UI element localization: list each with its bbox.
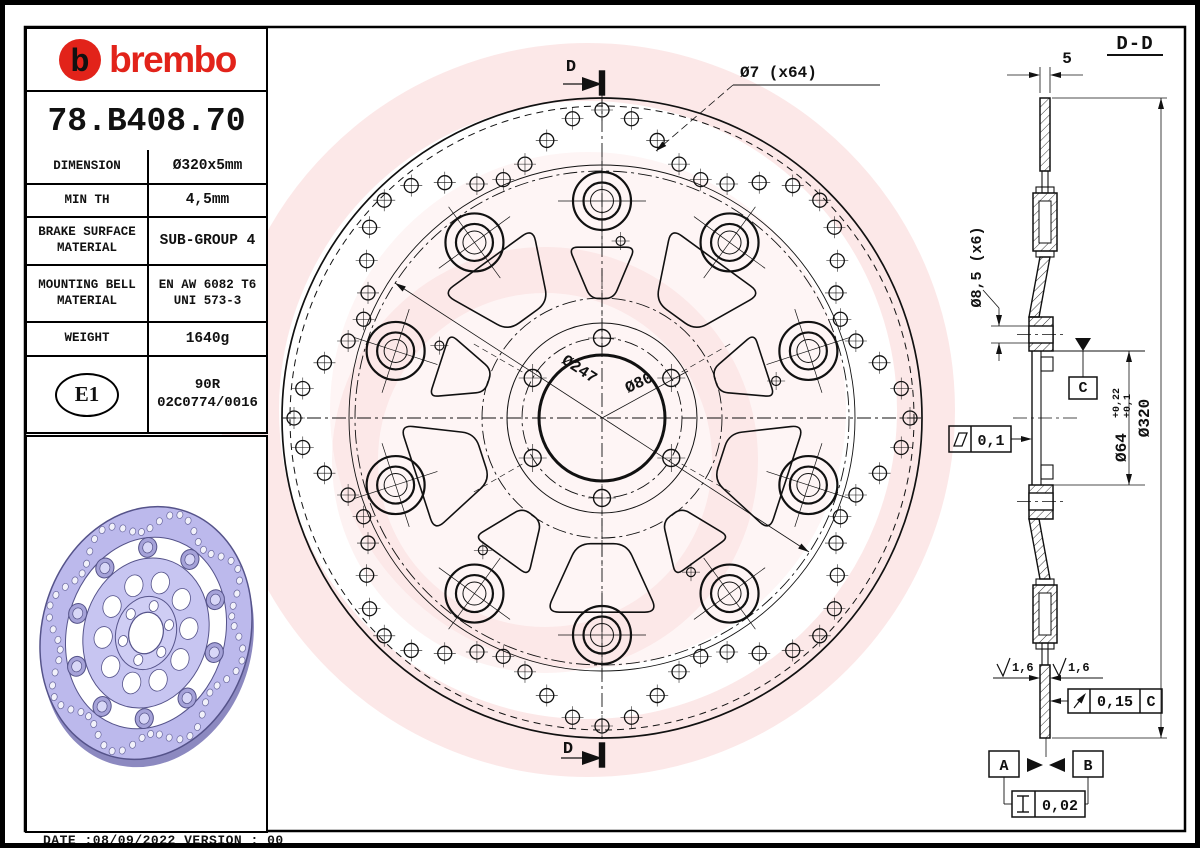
section-marker-d-bottom: D xyxy=(563,740,573,759)
spec-value: 4,5mm xyxy=(185,192,230,209)
dim-outer-label: Ø320 xyxy=(1136,399,1154,437)
spec-label: MIN TH xyxy=(64,192,110,207)
spec-value: Ø320x5mm xyxy=(172,158,243,175)
spec-row: BRAKE SURFACE MATERIAL SUB-GROUP 4 xyxy=(27,216,266,264)
flatness-value: 0,1 xyxy=(977,433,1004,450)
svg-text:b: b xyxy=(71,44,90,81)
dim-bore-label: Ø64 +0,22 +0,1 xyxy=(1112,388,1134,462)
spec-row: MOUNTING BELL MATERIAL EN AW 6082 T6 UNI 57… xyxy=(27,264,266,321)
dim-bell-holes-label: Ø8,5 (x6) xyxy=(969,226,986,307)
spec-row: WEIGHT 1640g xyxy=(27,321,266,355)
parallelism-value: 0,02 xyxy=(1042,798,1078,815)
svg-text:+0,1: +0,1 xyxy=(1123,394,1134,418)
e1-mark: E1 xyxy=(55,372,119,417)
runout-datum-ref: C xyxy=(1146,694,1155,711)
svg-text:+0,22: +0,22 xyxy=(1112,388,1123,418)
dim-thickness-label: 5 xyxy=(1062,50,1072,68)
brand-wordmark: brembo xyxy=(109,39,237,80)
spec-row: DIMENSION Ø320x5mm xyxy=(27,150,266,183)
section-marker-d-top: D xyxy=(566,58,576,77)
dim-holes-label: Ø7 (x64) xyxy=(740,64,817,82)
homologation-row: E1 90R 02C0774/0016 xyxy=(27,355,266,432)
brand-row: b brembo xyxy=(27,29,266,90)
title-block: b brembo 78.B408.70 DIMENSION Ø320x5mm MIN… xyxy=(25,27,268,434)
technical-drawing-canvas: D D Ø7 (x64) Ø247 Ø80 D-D 5 Ø8,5 (x6) Ø6… xyxy=(23,25,1187,833)
spec-row: MIN TH 4,5mm xyxy=(27,183,266,216)
spec-value: EN AW 6082 T6 xyxy=(158,277,257,292)
svg-text:Ø64: Ø64 xyxy=(1113,433,1131,462)
section-title: D-D xyxy=(1116,33,1153,55)
spec-value: UNI 573-3 xyxy=(173,293,242,308)
disc-front-view xyxy=(281,70,923,768)
runout-value: 0,15 xyxy=(1097,694,1133,711)
roughness-right-value: 1,6 xyxy=(1068,661,1090,675)
spec-label: MATERIAL xyxy=(56,293,117,308)
spec-value: 1640g xyxy=(185,330,230,347)
product-photo-box xyxy=(25,435,268,833)
spec-value: SUB-GROUP 4 xyxy=(159,232,256,249)
spec-label: WEIGHT xyxy=(64,331,110,346)
datum-a-label: A xyxy=(999,758,1008,775)
footer-date: DATE :08/09/2022 VERSION : 00 xyxy=(43,833,284,848)
brembo-logo-icon: b xyxy=(59,38,102,81)
part-number: 78.B408.70 xyxy=(27,90,266,150)
datum-b-label: B xyxy=(1083,758,1092,775)
spec-label: MATERIAL xyxy=(56,241,117,255)
homologation-line2: 02C0774/0016 xyxy=(157,394,258,411)
disc-section-view xyxy=(948,54,1167,818)
homologation-line1: 90R xyxy=(194,377,221,393)
spec-label: DIMENSION xyxy=(53,158,121,173)
spec-label: MOUNTING BELL xyxy=(38,277,136,292)
spec-label: BRAKE SURFACE xyxy=(38,225,136,240)
product-photo xyxy=(39,505,254,768)
roughness-left-value: 1,6 xyxy=(1012,661,1034,675)
datum-c-label: C xyxy=(1078,380,1087,397)
